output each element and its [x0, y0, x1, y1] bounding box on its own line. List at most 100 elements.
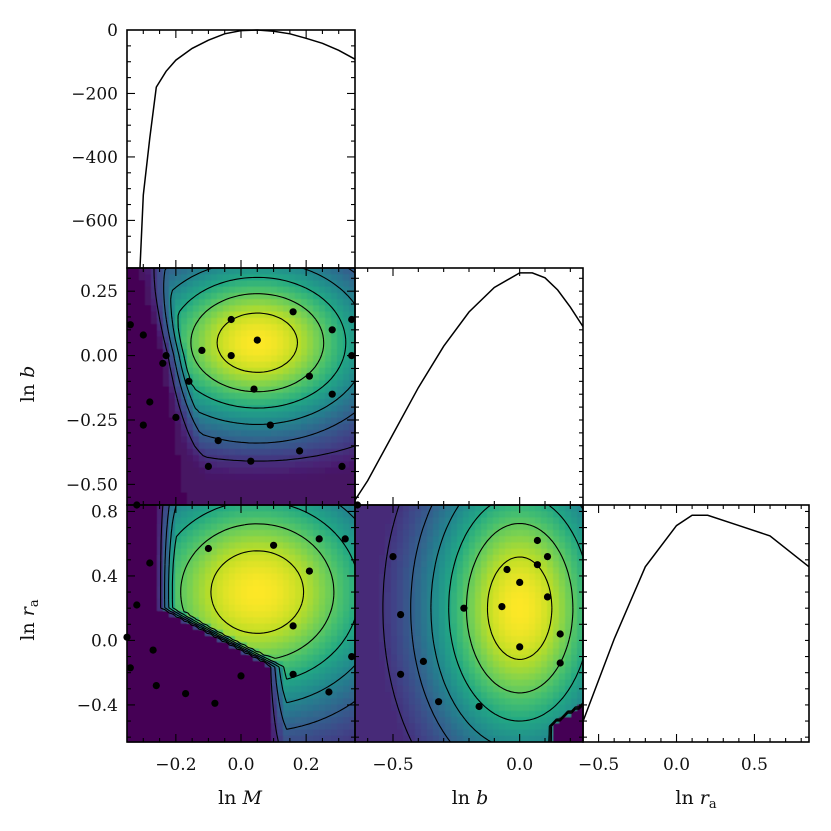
heatmap-cell — [517, 611, 524, 618]
heatmap-cell — [331, 554, 338, 562]
heatmap-cell — [415, 698, 422, 706]
heatmap-cell — [187, 567, 194, 575]
heatmap-cell — [283, 480, 290, 487]
heatmap-cell — [517, 729, 524, 737]
heatmap-cell — [313, 505, 320, 512]
heatmap-cell — [283, 611, 290, 618]
heatmap-cell — [127, 648, 134, 656]
heatmap-cell — [403, 554, 410, 562]
heatmap-cell — [547, 704, 554, 712]
heatmap-cell — [205, 523, 212, 531]
heatmap-cell — [175, 511, 182, 519]
heatmap-cell — [385, 717, 392, 724]
heatmap-cell — [271, 704, 278, 712]
heatmap-cell — [151, 423, 158, 431]
sample-point — [516, 578, 524, 587]
heatmap-cell — [487, 561, 494, 568]
heatmap-cell — [379, 667, 386, 674]
heatmap-cell — [499, 598, 506, 606]
heatmap-cell — [457, 586, 464, 593]
heatmap-cell — [529, 542, 536, 550]
heatmap-cell — [253, 355, 260, 363]
heatmap-cell — [541, 536, 548, 544]
heatmap-cell — [421, 729, 428, 737]
heatmap-cell — [301, 324, 308, 331]
heatmap-cell — [421, 617, 428, 625]
heatmap-cell — [445, 536, 452, 544]
sample-point — [556, 659, 564, 667]
heatmap-cell — [349, 723, 356, 731]
heatmap-cell — [457, 723, 464, 731]
heatmap-cell — [235, 679, 242, 687]
heatmap-cell — [259, 349, 266, 356]
heatmap-cell — [307, 311, 314, 319]
heatmap-cell — [571, 617, 578, 625]
heatmap-cell — [265, 448, 272, 456]
heatmap-cell — [175, 579, 182, 587]
heatmap-cell — [343, 635, 350, 643]
heatmap-cell — [505, 579, 512, 587]
heatmap-cell — [259, 405, 266, 413]
heatmap-cell — [361, 505, 368, 512]
heatmap-cell — [265, 492, 272, 500]
heatmap-cell — [409, 611, 416, 618]
heatmap-cell — [451, 635, 458, 643]
heatmap-cell — [373, 579, 380, 587]
heatmap-cell — [397, 629, 404, 637]
heatmap-cell — [577, 586, 584, 593]
heatmap-cell — [235, 710, 242, 718]
heatmap-cell — [277, 355, 284, 363]
heatmap-cell — [181, 586, 188, 593]
heatmap-cell — [391, 611, 398, 618]
heatmap-cell — [331, 330, 338, 338]
heatmap-cell — [259, 548, 266, 556]
heatmap-cell — [175, 685, 182, 693]
heatmap-cell — [481, 598, 488, 606]
heatmap-cell — [247, 723, 254, 731]
heatmap-cell — [463, 685, 470, 693]
heatmap-cell — [163, 710, 170, 718]
heatmap-cell — [361, 529, 368, 537]
heatmap-cell — [271, 286, 278, 294]
heatmap-cell — [211, 617, 218, 625]
heatmap-cell — [457, 554, 464, 562]
heatmap-cell — [217, 710, 224, 718]
heatmap-cell — [181, 442, 188, 450]
heatmap-cell — [493, 735, 500, 743]
heatmap-cell — [337, 355, 344, 363]
heatmap-cell — [265, 611, 272, 618]
heatmap-cell — [127, 586, 134, 593]
heatmap-cell — [175, 548, 182, 556]
heatmap-cell — [241, 567, 248, 575]
heatmap-cell — [289, 635, 296, 643]
heatmap-cell — [331, 336, 338, 344]
heatmap-cell — [157, 629, 164, 637]
heatmap-cell — [391, 523, 398, 531]
heatmap-cell — [127, 423, 134, 431]
heatmap-cell — [373, 723, 380, 731]
heatmap-cell — [277, 660, 284, 668]
heatmap-cell — [223, 336, 230, 344]
heatmap-cell — [385, 598, 392, 606]
heatmap-cell — [421, 698, 428, 706]
heatmap-cell — [349, 374, 356, 381]
heatmap-cell — [361, 660, 368, 668]
heatmap-cell — [253, 436, 260, 444]
heatmap-cell — [193, 554, 200, 562]
heatmap-cell — [457, 598, 464, 606]
heatmap-cell — [547, 679, 554, 687]
heatmap-cell — [283, 567, 290, 575]
heatmap-cell — [229, 486, 236, 494]
heatmap-cell — [547, 573, 554, 581]
heatmap-cell — [145, 710, 152, 718]
heatmap-cell — [559, 710, 566, 718]
heatmap-cell — [169, 342, 176, 350]
heatmap-cell — [367, 698, 374, 706]
heatmap-cell — [223, 735, 230, 743]
heatmap-cell — [145, 286, 152, 294]
heatmap-cell — [283, 573, 290, 581]
heatmap-cell — [277, 280, 284, 288]
heatmap-cell — [325, 461, 332, 469]
heatmap-cell — [463, 554, 470, 562]
heatmap-cell — [415, 561, 422, 568]
